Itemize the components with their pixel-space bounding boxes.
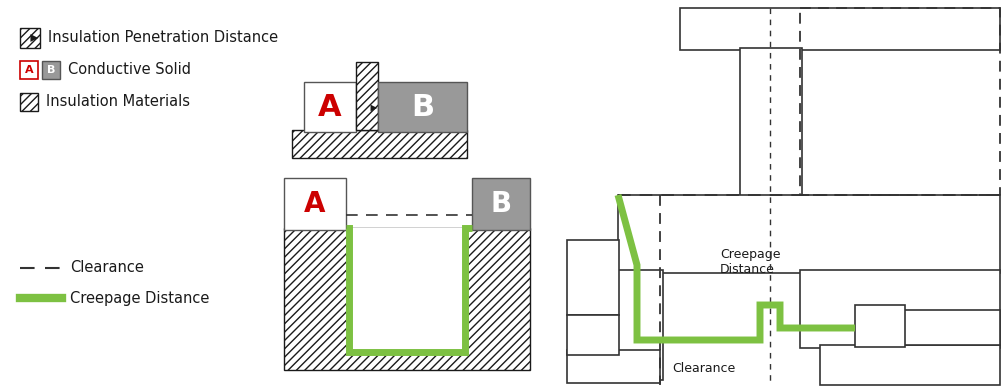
Text: Conductive Solid: Conductive Solid	[68, 62, 191, 78]
Bar	[284, 178, 346, 230]
Bar	[567, 240, 619, 315]
Bar	[680, 8, 1000, 50]
Text: A: A	[305, 190, 326, 218]
Bar	[42, 61, 60, 79]
Bar	[855, 305, 905, 347]
Text: B: B	[490, 190, 512, 218]
Text: A: A	[25, 65, 33, 75]
Text: Insulation Materials: Insulation Materials	[46, 94, 190, 110]
Text: Clearance: Clearance	[70, 261, 144, 275]
Text: Clearance: Clearance	[672, 362, 735, 374]
Bar	[304, 82, 356, 132]
Bar	[618, 195, 1000, 273]
Bar	[356, 62, 378, 130]
Bar	[800, 270, 1000, 348]
Bar	[292, 130, 467, 158]
Bar	[349, 228, 465, 352]
Bar	[567, 315, 619, 355]
Bar	[284, 228, 530, 370]
Text: Creepage Distance: Creepage Distance	[70, 291, 209, 305]
Bar	[567, 350, 660, 383]
Bar	[378, 82, 467, 132]
Bar	[618, 270, 663, 380]
Bar	[740, 48, 802, 196]
Bar	[20, 93, 38, 111]
Bar	[20, 61, 38, 79]
Text: B: B	[47, 65, 55, 75]
Bar	[472, 178, 530, 230]
Text: Creepage
Distance: Creepage Distance	[720, 248, 781, 276]
Bar	[870, 310, 1000, 345]
Bar	[20, 28, 40, 48]
Text: Insulation Penetration Distance: Insulation Penetration Distance	[48, 30, 279, 46]
Bar	[820, 345, 1000, 385]
Text: B: B	[411, 92, 434, 122]
Text: A: A	[319, 92, 342, 122]
